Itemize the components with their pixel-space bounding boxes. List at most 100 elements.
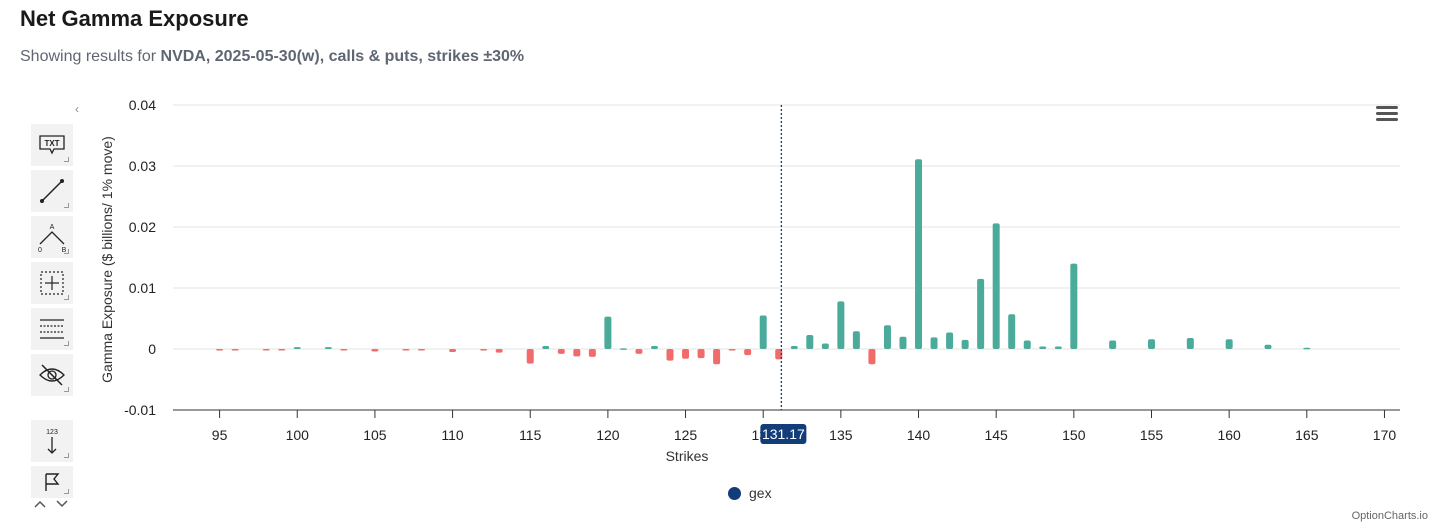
line-tool-button[interactable] [31, 170, 73, 212]
measure-label: 123 [46, 429, 58, 436]
gex-bar[interactable] [262, 349, 270, 351]
flag-button[interactable] [31, 466, 73, 498]
x-tick-label: 150 [1062, 427, 1086, 443]
gex-bar[interactable] [480, 349, 488, 351]
gex-bar[interactable] [1109, 340, 1117, 349]
gex-bar[interactable] [1303, 347, 1311, 350]
text-annotation-icon: TXT [39, 135, 65, 155]
gex-bar[interactable] [588, 349, 596, 357]
gex-bar[interactable] [790, 345, 798, 349]
gex-bar[interactable] [449, 349, 457, 353]
chevron-down-icon [56, 500, 68, 508]
collapse-toolbar-button[interactable]: ‹ [75, 102, 79, 116]
gex-bar[interactable] [806, 334, 814, 349]
x-tick-label: 170 [1373, 427, 1397, 443]
crosshair: 131.17 [760, 105, 807, 444]
crosshair-icon [40, 271, 64, 295]
subtitle-query: NVDA, 2025-05-30(w), calls & puts, strik… [160, 48, 525, 65]
legend-label: gex [749, 485, 772, 501]
toolbar-scroll-up-button[interactable] [34, 495, 50, 511]
x-tick-label: 140 [907, 427, 931, 443]
gex-bar[interactable] [946, 332, 954, 349]
gex-bar[interactable] [1070, 263, 1078, 349]
gex-bar[interactable] [293, 347, 301, 349]
gex-bar[interactable] [635, 349, 643, 354]
gex-bar[interactable] [713, 349, 721, 365]
x-tick-label: 135 [829, 427, 853, 443]
gex-bar[interactable] [1186, 338, 1194, 349]
gex-bar[interactable] [1008, 314, 1016, 349]
gex-bar[interactable] [977, 278, 985, 349]
subtitle: Showing results for NVDA, 2025-05-30(w),… [20, 48, 524, 66]
gex-bar[interactable] [992, 223, 1000, 349]
angle-measure-button[interactable]: A 0 B [31, 216, 73, 258]
gex-bar[interactable] [697, 349, 705, 359]
gex-bar[interactable] [557, 349, 565, 354]
gex-bar[interactable] [930, 337, 938, 349]
gex-bar[interactable] [650, 345, 658, 349]
toolbar-scroll-down-button[interactable] [56, 495, 68, 511]
gex-bar[interactable] [278, 349, 286, 351]
gex-bar[interactable] [666, 349, 674, 361]
y-tick-label: 0.03 [129, 158, 156, 174]
horizontal-lines-button[interactable] [31, 308, 73, 350]
menu-bar-3 [1376, 118, 1398, 121]
gex-bar[interactable] [682, 349, 690, 359]
text-annotation-button[interactable]: TXT [31, 124, 73, 166]
gex-bar[interactable] [216, 349, 224, 351]
axes: -0.01 0 0.01 0.02 0.03 0.04 95 100 105 110 115 120 1… [124, 97, 1400, 443]
hide-eye-icon [39, 364, 65, 386]
chart-menu-button[interactable] [1376, 106, 1398, 124]
gex-bar[interactable] [542, 345, 550, 349]
gex-bar[interactable] [526, 349, 534, 364]
gex-bar[interactable] [837, 301, 845, 349]
gex-bar[interactable] [728, 349, 736, 351]
gex-bar[interactable] [775, 349, 783, 360]
y-tick-label: 0.01 [129, 280, 156, 296]
gex-bar[interactable] [961, 339, 969, 349]
gex-bar[interactable] [821, 343, 829, 349]
x-tick-label: 155 [1140, 427, 1164, 443]
x-tick-label: 105 [363, 427, 387, 443]
gex-bar[interactable] [371, 349, 379, 352]
y-tick-label: 0.02 [129, 219, 156, 235]
x-tick-label: 120 [596, 427, 620, 443]
gex-bar[interactable] [883, 325, 891, 349]
hide-annotations-button[interactable] [31, 354, 73, 396]
gex-bar[interactable] [604, 316, 612, 349]
x-tick-label: 125 [674, 427, 698, 443]
gex-bar[interactable] [231, 349, 239, 351]
crosshair-button[interactable] [31, 262, 73, 304]
gex-bar[interactable] [915, 159, 923, 349]
legend-item-gex[interactable]: gex [728, 485, 772, 501]
gex-bar[interactable] [759, 315, 767, 349]
crosshair-label: 131.17 [762, 426, 805, 442]
y-tick-label: -0.01 [124, 402, 156, 418]
gex-bar[interactable] [899, 336, 907, 349]
gex-bar[interactable] [619, 348, 627, 350]
gex-bar[interactable] [1264, 344, 1272, 349]
gex-bar[interactable] [1225, 339, 1233, 349]
gex-bar[interactable] [418, 349, 426, 351]
gex-bar[interactable] [1054, 346, 1062, 349]
horizontal-lines-icon [40, 319, 64, 339]
measure-button[interactable]: 123 [31, 420, 73, 462]
gex-bars [216, 159, 1311, 365]
crosshair-label-box [760, 424, 807, 444]
gex-bar[interactable] [340, 349, 348, 351]
x-axis-label: Strikes [666, 448, 709, 464]
gex-bar[interactable] [402, 349, 410, 351]
gex-bar[interactable] [495, 349, 503, 353]
gex-bar[interactable] [852, 331, 860, 349]
chevron-up-icon [34, 500, 46, 508]
gex-bar[interactable] [573, 349, 581, 357]
gex-bar[interactable] [744, 349, 752, 356]
angle-label-0: 0 [38, 247, 42, 252]
gex-bar[interactable] [868, 349, 876, 365]
gex-bar[interactable] [324, 347, 332, 349]
gex-bar[interactable] [1039, 346, 1047, 349]
y-tick-label: 0 [148, 341, 156, 357]
gex-bar[interactable] [1023, 340, 1031, 349]
gex-bar[interactable] [1147, 339, 1155, 349]
